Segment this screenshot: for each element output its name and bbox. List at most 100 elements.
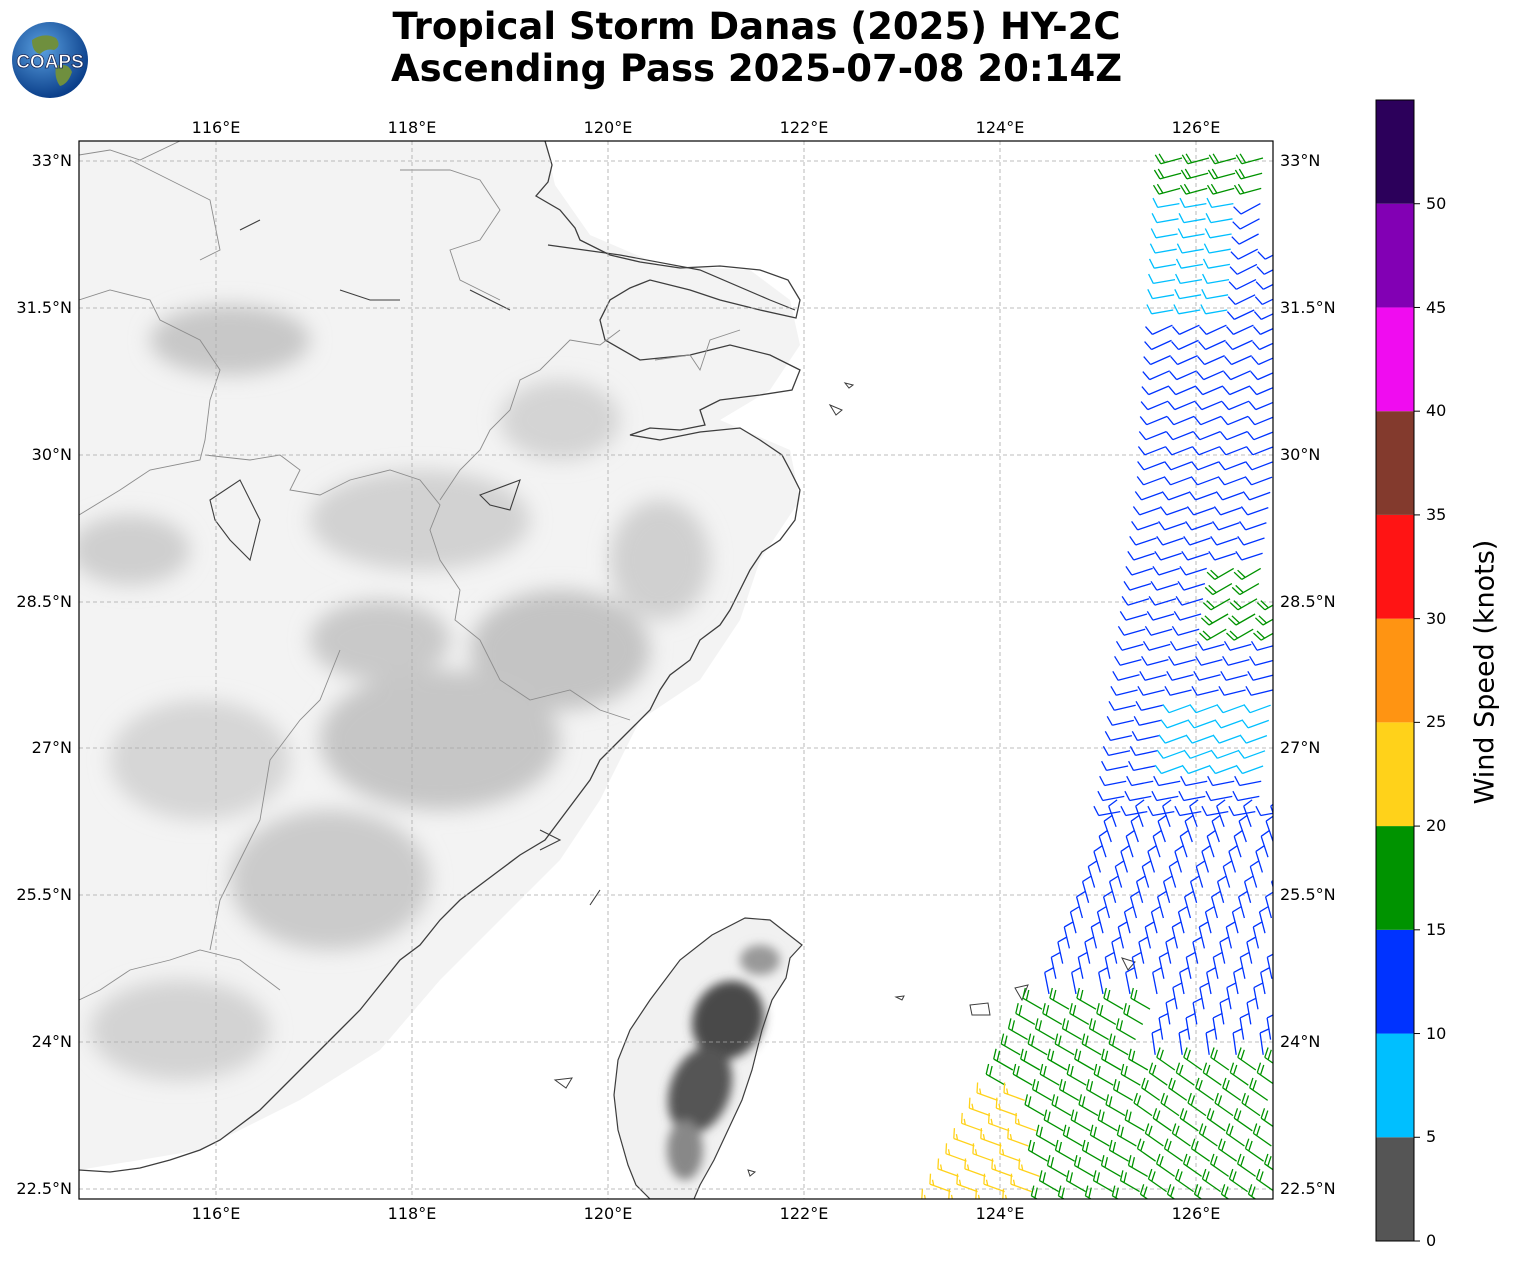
wind-barb [1186,506,1215,516]
wind-barb [1158,521,1186,531]
wind-barb [1175,273,1203,285]
wind-barb [1147,805,1175,817]
wind-barb [1089,1124,1110,1147]
wind-barb [1181,551,1209,561]
wind-barb [1126,775,1154,787]
wind-barb [1260,1108,1273,1128]
wind-barb [1231,583,1260,596]
wind-barb [1207,775,1235,787]
wind-barb [1165,997,1176,1025]
right-lat-tick: 25.5°N [1280,885,1336,904]
wind-barb [1253,982,1264,1010]
wind-barb [1176,243,1204,254]
wind-barb [1093,1063,1114,1086]
bottom-lon-tick: 126°E [1171,1204,1221,1223]
wind-barb [1057,936,1068,964]
wind-barb [1148,1062,1168,1086]
wind-barb [1158,1012,1169,1040]
wind-barb [1100,1155,1121,1177]
wind-barb [1114,860,1125,888]
wind-barb [1132,506,1161,516]
wind-barb [1108,875,1119,903]
right-lat-tick: 24°N [1280,1032,1321,1051]
colorbar-tick: 20 [1426,816,1447,835]
wind-barb [1175,258,1204,269]
wind-barb [1119,611,1148,621]
wind-barb [1239,734,1268,744]
wind-barb [1216,875,1227,903]
wind-barb [1179,183,1208,195]
right-lat-tick: 22.5°N [1280,1179,1336,1198]
wind-barb [1246,997,1257,1025]
wind-barb [1243,704,1271,714]
wind-barb [1054,1139,1075,1162]
colorbar-tick: 40 [1426,401,1447,420]
wind-barb [1229,263,1258,275]
wind-barb [1192,997,1203,1025]
title-line-2: Ascending Pass 2025-07-08 20:14Z [390,47,1123,90]
wind-barb [1219,430,1248,441]
wind-barb [1027,1139,1048,1162]
wind-barb [1255,281,1273,290]
wind-barb [1148,596,1177,606]
small-islands [553,382,1136,1177]
wind-barb [1112,670,1140,681]
wind-barb [1252,1123,1272,1147]
wind-barb [1226,628,1254,641]
wind-barb [1210,890,1221,919]
wind-barb [1251,356,1273,366]
wind-barb [1245,461,1273,471]
left-lat-tick: 28.5°N [16,592,72,611]
wind-barb [1166,670,1194,681]
wind-barb [1195,860,1206,888]
wind-barb [1178,213,1206,224]
wind-barb [1123,905,1134,934]
wind-barb [1002,1188,1007,1199]
wind-barb [1150,228,1178,239]
bottom-lon-tick: 118°E [387,1204,437,1223]
wind-barb [953,1128,975,1147]
wind-barb [1245,685,1273,696]
wind-barb [1249,386,1273,396]
colorbar [1376,100,1420,1242]
wind-barb [1010,1173,1032,1193]
wind-barb [1101,760,1129,772]
wind-barb [1179,197,1207,209]
globe-icon [12,22,88,98]
wind-barb [945,1143,967,1162]
top-lon-tick: 118°E [387,118,437,137]
wind-barb [1202,1062,1222,1086]
left-lat-tick: 33°N [31,151,72,170]
wind-barb [1112,1079,1134,1101]
wind-barb [1066,1063,1087,1086]
wind-barb [1058,1079,1080,1101]
wind-barb [1128,760,1156,772]
wind-barb [1035,1124,1056,1147]
wind-barb [1120,1063,1141,1086]
wind-barb [1172,324,1200,335]
wind-barb [1250,371,1273,381]
wind-barb [1174,289,1202,300]
wind-barb [1071,966,1082,995]
right-lat-tick: 28.5°N [1280,592,1336,611]
wind-barb [1149,243,1177,254]
wind-barb [1255,1168,1273,1192]
wind-barb [1210,1047,1230,1071]
wind-barb [1208,153,1237,165]
colorbar-tick: 25 [1426,712,1447,731]
wind-barb [1259,1028,1270,1055]
wind-barb [1018,1158,1040,1178]
wind-barb [1156,749,1185,759]
wind-barb [1195,1077,1215,1101]
wind-barb [1247,416,1273,426]
wind-barb [960,1112,983,1132]
wind-barb [1192,936,1203,964]
wind-barb [1237,536,1265,546]
wind-barb [1096,905,1107,934]
wind-barb [1213,506,1242,516]
wind-barb [937,1158,959,1178]
wind-barb [1210,749,1239,759]
wind-barb [1190,1138,1210,1162]
left-lat-tick: 27°N [31,738,72,757]
wind-barb [1201,845,1211,873]
